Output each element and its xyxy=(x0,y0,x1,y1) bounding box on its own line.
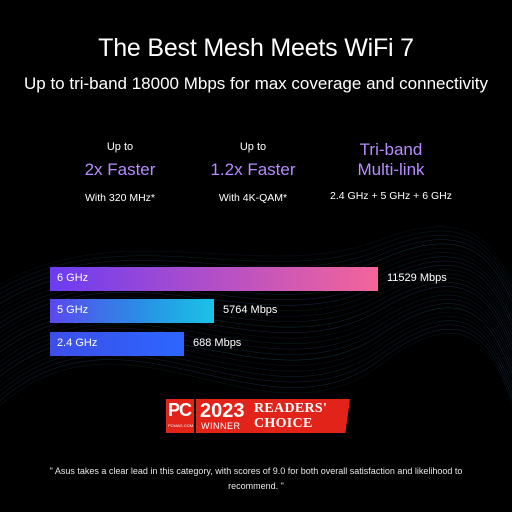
wave-line xyxy=(0,239,512,300)
stat-headline: 1.2x Faster xyxy=(210,160,296,179)
bar-value-5ghz: 5764 Mbps xyxy=(223,304,278,316)
wave-line xyxy=(0,235,512,295)
bar-6ghz xyxy=(50,267,378,291)
wave-line xyxy=(0,333,512,407)
stat-1-2x-faster: Up to 1.2x Faster With 4K-QAM* xyxy=(178,140,328,204)
bar-value-6ghz: 11529 Mbps xyxy=(387,272,447,284)
award-year: 2023 xyxy=(200,400,245,422)
wave-line xyxy=(0,226,512,285)
bar-row-6ghz: 6 GHz 11529 Mbps xyxy=(50,267,478,291)
stat-2x-faster: Up to 2x Faster With 320 MHz* xyxy=(45,140,195,204)
award-readers: READERS' xyxy=(254,401,328,416)
page-title: The Best Mesh Meets WiFi 7 xyxy=(98,34,414,62)
bar-label-6ghz: 6 GHz xyxy=(57,272,89,284)
award-ribbon: 2023 WINNER READERS' CHOICE xyxy=(196,399,350,433)
bar-value-2-4ghz: 688 Mbps xyxy=(193,337,242,349)
bar-row-5ghz: 5 GHz 5764 Mbps xyxy=(50,299,314,323)
stat-headline: Tri-band xyxy=(359,140,423,159)
stat-detail: 2.4 GHz + 5 GHz + 6 GHz xyxy=(330,190,452,202)
wave-line xyxy=(0,269,512,334)
bar-5ghz xyxy=(50,299,214,323)
stat-tri-band: Tri-band Multi-link 2.4 GHz + 5 GHz + 6 … xyxy=(316,134,466,202)
wave-line xyxy=(0,299,512,368)
wave-line xyxy=(0,294,512,363)
pcmag-logo: PC PCMAG.COM xyxy=(166,399,194,433)
wave-line xyxy=(0,231,512,290)
award-winner: WINNER xyxy=(201,421,241,431)
readers-choice-award-badge: PC PCMAG.COM 2023 WINNER READERS' CHOICE xyxy=(166,399,350,433)
bar-2-4ghz xyxy=(50,332,184,356)
wave-line xyxy=(0,265,512,329)
bar-label-2-4ghz: 2.4 GHz xyxy=(57,337,98,349)
stat-prefix: Up to xyxy=(106,141,134,153)
bar-label-5ghz: 5 GHz xyxy=(57,304,89,316)
pcmag-logo-text: PC xyxy=(168,400,192,420)
pcmag-logo-subtext: PCMAG.COM xyxy=(168,423,194,428)
stat-detail: With 320 MHz* xyxy=(84,192,156,204)
stat-prefix: Up to xyxy=(239,141,267,153)
stat-headline-line2: Multi-link xyxy=(357,160,425,179)
award-choice: CHOICE xyxy=(254,416,313,431)
wave-line xyxy=(0,329,512,402)
review-quote: " Asus takes a clear lead in this catego… xyxy=(49,466,463,491)
stat-detail: With 4K-QAM* xyxy=(218,192,288,204)
page-subtitle: Up to tri-band 18000 Mbps for max covera… xyxy=(24,74,488,93)
stat-headline: 2x Faster xyxy=(84,160,156,179)
bar-row-2-4ghz: 2.4 GHz 688 Mbps xyxy=(50,332,284,356)
